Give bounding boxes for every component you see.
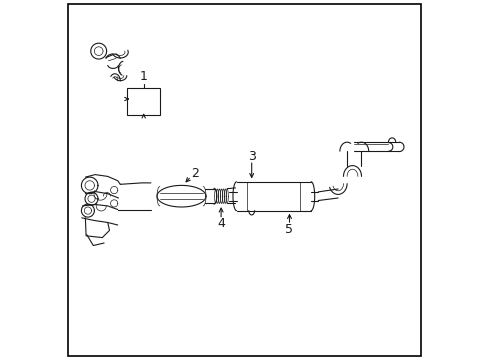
Bar: [127, 88, 160, 115]
Text: 5: 5: [285, 223, 293, 236]
Text: 1: 1: [140, 70, 147, 83]
Text: 2: 2: [190, 167, 198, 180]
Text: 3: 3: [247, 150, 255, 163]
Text: 4: 4: [217, 217, 224, 230]
